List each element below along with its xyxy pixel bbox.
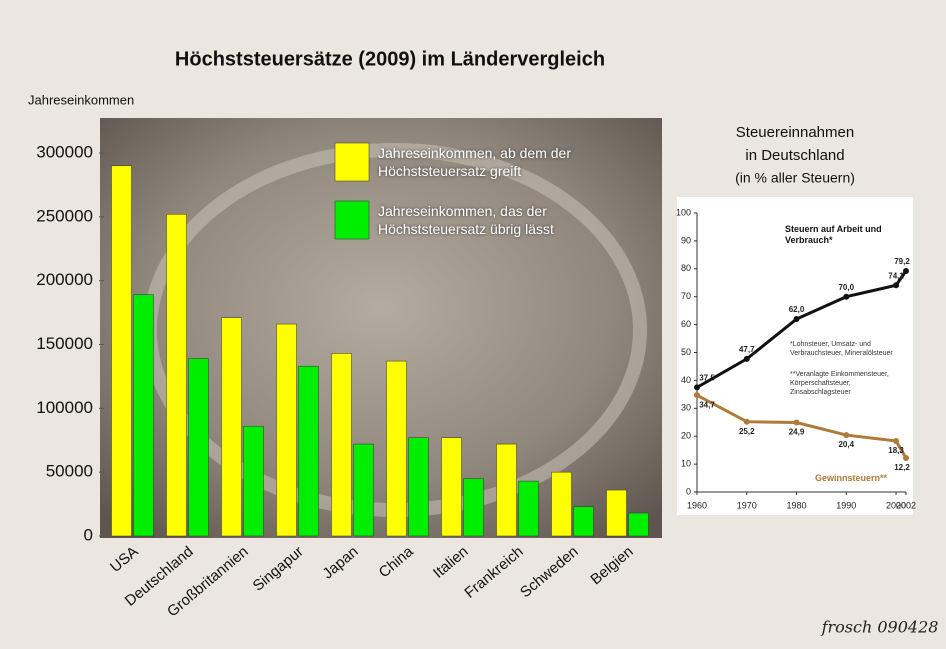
bar <box>277 324 297 536</box>
bar <box>189 359 209 536</box>
x-tick-label: Italien <box>430 543 472 582</box>
value-label: 62,0 <box>789 305 805 314</box>
y-tick-label: 90 <box>681 235 691 245</box>
value-label: 47,7 <box>739 345 755 354</box>
y-tick-label: 40 <box>681 375 691 385</box>
marker <box>903 455 909 461</box>
x-tick-label: 1960 <box>687 500 707 510</box>
bar <box>354 444 374 536</box>
value-label: 25,2 <box>739 427 755 436</box>
chart: Höchststeuersätze (2009) im Ländervergle… <box>0 0 946 649</box>
x-tick-label: Japan <box>319 543 361 582</box>
marker <box>843 432 849 438</box>
bar <box>464 479 484 536</box>
y-tick-label: 200000 <box>36 270 93 289</box>
x-tick-label: China <box>376 543 417 582</box>
value-label: 34,7 <box>699 400 715 409</box>
legend-label: Jahreseinkommen, das der Höchststeuersat… <box>378 202 628 238</box>
y-tick-label: 10 <box>681 458 691 468</box>
y-tick-label: 80 <box>681 263 691 273</box>
bar <box>442 438 462 536</box>
y-tick-label: 300000 <box>36 142 93 161</box>
y-tick-label: 150000 <box>36 334 93 353</box>
bar <box>167 214 187 536</box>
footnote: **Veranlagte Einkommensteuer, Körperscha… <box>790 370 895 397</box>
y-axis-label: Jahreseinkommen <box>28 92 134 107</box>
bar <box>409 438 429 536</box>
value-label: 74,1 <box>888 271 904 280</box>
bar <box>244 426 264 536</box>
value-label: 70,0 <box>838 283 854 292</box>
signature: frosch 090428 <box>821 618 939 637</box>
legend-swatch <box>335 143 369 181</box>
bar <box>134 295 154 536</box>
y-tick-label: 50 <box>681 347 691 357</box>
bar <box>519 481 539 536</box>
legend-label: Jahreseinkommen, ab dem der Höchststeuer… <box>378 144 628 180</box>
marker <box>744 419 750 425</box>
y-tick-label: 100000 <box>36 398 93 417</box>
marker <box>694 384 700 390</box>
y-tick-label: 250000 <box>36 206 93 225</box>
bar <box>607 490 627 536</box>
bar <box>574 507 594 536</box>
value-label: 12,2 <box>894 463 910 472</box>
legend-swatch <box>335 201 369 239</box>
series-label: Steuern auf Arbeit und Verbrauch* <box>785 224 910 246</box>
y-tick-label: 0 <box>686 486 691 496</box>
bar <box>332 353 352 536</box>
footnote: *Lohnsteuer, Umsatz- und Verbrauchsteuer… <box>790 340 895 358</box>
marker <box>694 392 700 398</box>
bar <box>387 361 407 536</box>
x-tick-label: 1980 <box>787 500 807 510</box>
value-label: 79,2 <box>894 257 910 266</box>
y-tick-label: 30 <box>681 403 691 413</box>
x-tick-label: 1970 <box>737 500 757 510</box>
marker <box>744 356 750 362</box>
bar <box>552 472 572 536</box>
value-label: 18,3 <box>888 446 904 455</box>
bar <box>299 366 319 536</box>
y-tick-label: 50000 <box>46 462 93 481</box>
bar <box>497 444 517 536</box>
value-label: 24,9 <box>789 428 805 437</box>
y-tick-label: 100 <box>676 207 691 217</box>
chart-title: Höchststeuersätze (2009) im Ländervergle… <box>175 48 605 70</box>
bar <box>112 166 132 536</box>
bar <box>629 513 649 536</box>
marker <box>903 268 909 274</box>
page: Höchststeuersätze (2009) im Ländervergle… <box>0 0 946 649</box>
x-tick-label: Singapur <box>250 543 307 595</box>
value-label: 37,5 <box>699 373 715 382</box>
inset-title: in Deutschland <box>745 147 844 164</box>
x-tick-label: 1990 <box>836 500 856 510</box>
inset-subtitle: (in % aller Steuern) <box>735 170 855 186</box>
y-tick-label: 70 <box>681 291 691 301</box>
y-tick-label: 20 <box>681 431 691 441</box>
x-tick-label: Belgien <box>587 543 636 588</box>
marker <box>893 438 899 444</box>
x-tick-label: Frankreich <box>461 543 526 602</box>
marker <box>794 420 800 426</box>
marker <box>794 316 800 322</box>
x-tick-label: Schweden <box>517 543 582 601</box>
y-tick-label: 0 <box>84 525 93 544</box>
x-tick-label: USA <box>107 543 142 576</box>
y-tick-label: 60 <box>681 319 691 329</box>
inset-title: Steuereinnahmen <box>736 124 854 141</box>
bar <box>222 318 242 536</box>
value-label: 20,4 <box>838 440 854 449</box>
x-tick-label: 2002 <box>896 500 916 510</box>
marker <box>843 294 849 300</box>
marker <box>893 282 899 288</box>
series-label: Gewinnsteuern** <box>815 473 905 484</box>
